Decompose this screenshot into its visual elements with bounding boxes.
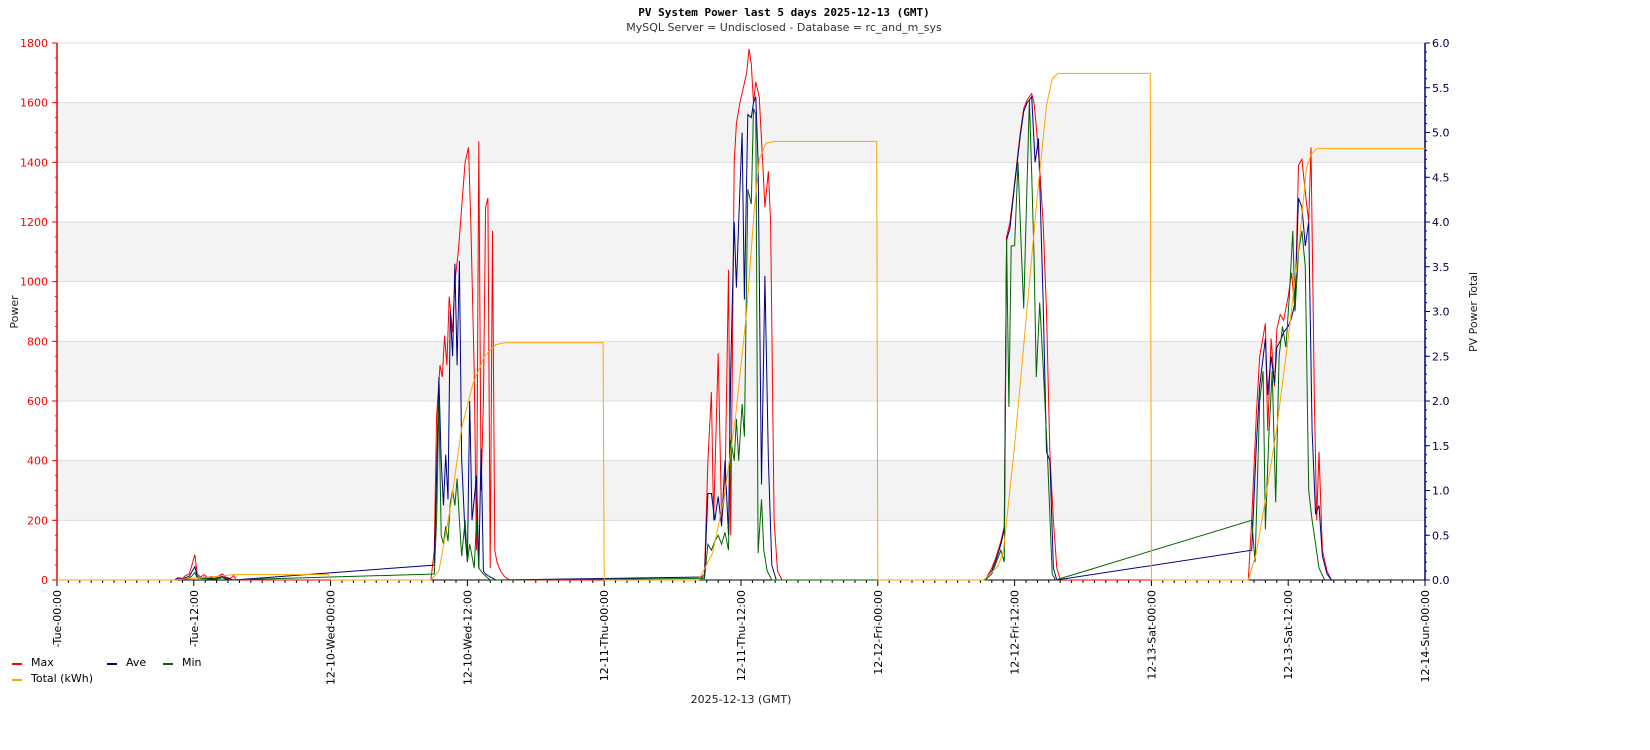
- x-tick-label: -Tue-12:00: [188, 590, 201, 647]
- x-axis-label: 2025-12-13 (GMT): [691, 693, 792, 706]
- y-axis-left: 0 200 400 600 800 1000 1200 1400 1600 1800: [20, 37, 58, 587]
- x-tick-label: -Tue-00:00: [51, 590, 64, 647]
- series-max: [174, 48, 1332, 581]
- y-tick-label: 1400: [20, 156, 48, 169]
- y2-tick-label: 5.5: [1432, 82, 1450, 95]
- x-tick-label: 12-13-Sat-12:00: [1282, 590, 1295, 680]
- legend-label: Max: [31, 656, 54, 669]
- x-tick-label: 12-11-Thu-00:00: [598, 590, 611, 681]
- y-axis-right: 0.0 0.5 1.0 1.5 2.0 2.5 3.0 3.5 4.0 4.5 5.0 5.5 6.0: [1424, 37, 1450, 587]
- y-tick-label: 1800: [20, 37, 48, 50]
- y-tick-label: 0: [41, 574, 48, 587]
- x-tick-label: 12-12-Fri-00:00: [872, 590, 885, 675]
- series-total-kwh: [57, 72, 1425, 581]
- y-tick-label: 600: [27, 395, 48, 408]
- legend-label: Ave: [126, 656, 146, 669]
- x-tick-label: 12-12-Fri-12:00: [1009, 590, 1022, 675]
- grid-band: [57, 222, 1425, 282]
- y2-axis-label: PV Power Total: [1467, 272, 1480, 352]
- legend-label: Total (kWh): [30, 672, 93, 685]
- x-tick-label: 12-10-Wed-00:00: [325, 590, 338, 685]
- y2-tick-label: 0.5: [1432, 529, 1450, 542]
- y2-tick-label: 3.0: [1432, 306, 1450, 319]
- series-lines: [57, 48, 1425, 581]
- x-axis: -Tue-00:00 -Tue-12:00 12-10-Wed-00:00 12-10…: [51, 579, 1432, 685]
- y2-tick-label: 1.0: [1432, 485, 1450, 498]
- y2-tick-label: 2.0: [1432, 395, 1450, 408]
- y2-tick-label: 2.5: [1432, 350, 1450, 363]
- y2-tick-label: 4.5: [1432, 171, 1450, 184]
- y-tick-label: 200: [27, 514, 48, 527]
- x-tick-label: 12-10-Wed-12:00: [461, 590, 474, 685]
- x-tick-label: 12-13-Sat-00:00: [1145, 590, 1158, 680]
- y2-tick-label: 4.0: [1432, 216, 1450, 229]
- y2-tick-label: 0.0: [1432, 574, 1450, 587]
- legend: Max Ave Min Total (kWh): [12, 656, 202, 685]
- grid-band: [57, 460, 1425, 521]
- y2-tick-label: 1.5: [1432, 440, 1450, 453]
- series-min: [174, 99, 1326, 581]
- y2-tick-label: 6.0: [1432, 37, 1450, 50]
- y2-tick-label: 3.5: [1432, 261, 1450, 274]
- y-tick-label: 400: [27, 455, 48, 468]
- chart-title: PV System Power last 5 days 2025-12-13 (…: [638, 6, 929, 19]
- series-ave: [174, 95, 1332, 581]
- x-tick-label: 12-11-Thu-12:00: [735, 590, 748, 681]
- y2-tick-label: 5.0: [1432, 127, 1450, 140]
- y-tick-label: 1600: [20, 97, 48, 110]
- y-tick-label: 1200: [20, 216, 48, 229]
- grid-bands: [57, 42, 1425, 581]
- grid-band: [57, 341, 1425, 401]
- legend-label: Min: [182, 656, 202, 669]
- y-axis-label: Power: [8, 295, 21, 329]
- y-tick-label: 1000: [20, 276, 48, 289]
- chart-subtitle: MySQL Server = Undisclosed - Database = …: [626, 21, 942, 34]
- y-tick-label: 800: [27, 335, 48, 348]
- x-tick-label: 12-14-Sun-00:00: [1419, 590, 1432, 683]
